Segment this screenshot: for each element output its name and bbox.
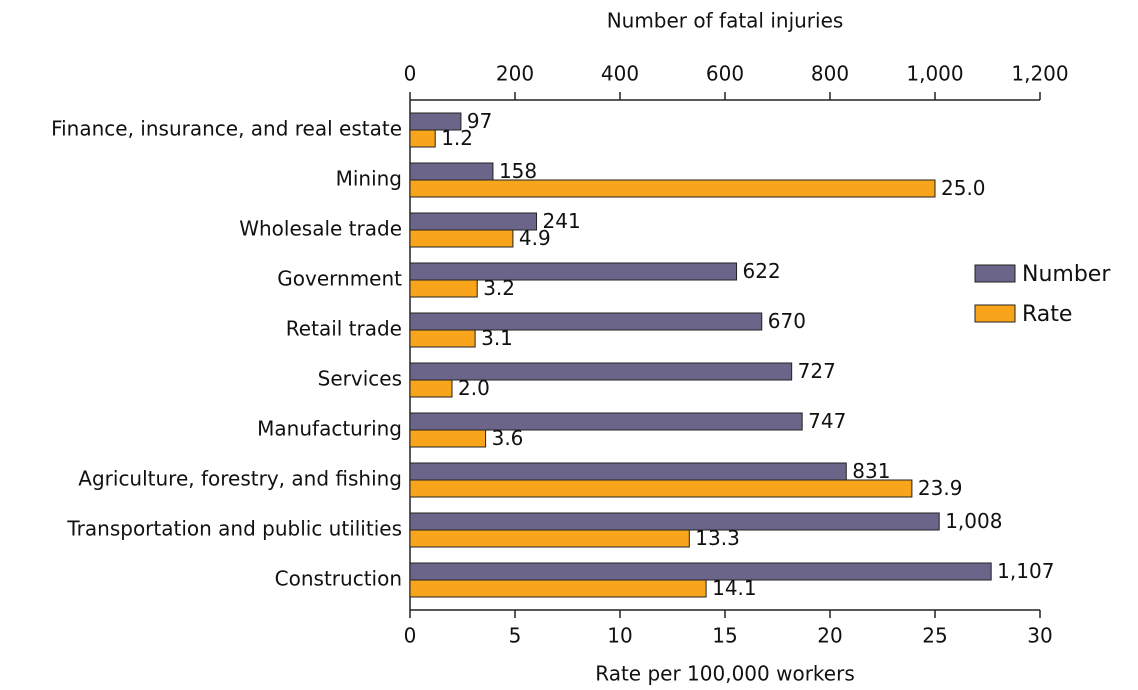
bar bbox=[409, 162, 494, 181]
value-label: 747 bbox=[808, 409, 846, 433]
x2-tick-label: 800 bbox=[811, 62, 849, 86]
value-label: 241 bbox=[543, 209, 581, 233]
bar bbox=[409, 179, 936, 198]
bar bbox=[409, 312, 763, 331]
bar bbox=[409, 579, 707, 598]
x2-tick-label: 1,200 bbox=[1011, 62, 1068, 86]
x2-tick-label: 400 bbox=[601, 62, 639, 86]
x2-tick-label: 0 bbox=[404, 62, 417, 86]
value-label: 23.9 bbox=[918, 476, 963, 500]
value-label: 2.0 bbox=[458, 376, 490, 400]
value-label: 831 bbox=[852, 459, 890, 483]
y-tick-label: Finance, insurance, and real estate bbox=[51, 117, 402, 141]
bar bbox=[409, 462, 847, 481]
x-axis-title: Rate per 100,000 workers bbox=[595, 662, 855, 686]
y-tick-label: Agriculture, forestry, and fishing bbox=[78, 467, 402, 491]
value-label: 97 bbox=[467, 109, 492, 133]
legend-swatch bbox=[974, 264, 1016, 283]
value-label: 727 bbox=[798, 359, 836, 383]
x-tick-label: 30 bbox=[1027, 624, 1052, 648]
y-tick-label: Manufacturing bbox=[257, 417, 402, 441]
value-label: 158 bbox=[499, 159, 537, 183]
value-label: 1.2 bbox=[441, 126, 473, 150]
y-tick-label: Construction bbox=[275, 567, 402, 591]
y-tick-label: Services bbox=[318, 367, 402, 391]
bar bbox=[409, 412, 803, 431]
bar bbox=[409, 279, 478, 298]
y-tick-label: Mining bbox=[336, 167, 402, 191]
x2-tick-label: 600 bbox=[706, 62, 744, 86]
bar bbox=[409, 379, 453, 398]
value-label: 3.6 bbox=[492, 426, 524, 450]
x2-tick-label: 1,000 bbox=[906, 62, 963, 86]
x2-tick-label: 200 bbox=[496, 62, 534, 86]
value-label: 3.2 bbox=[483, 276, 515, 300]
bar bbox=[409, 529, 690, 548]
bar bbox=[409, 362, 793, 381]
bar bbox=[409, 512, 940, 531]
value-label: 1,008 bbox=[945, 509, 1002, 533]
bar bbox=[409, 262, 738, 281]
bar bbox=[409, 562, 992, 581]
x-tick-label: 10 bbox=[607, 624, 632, 648]
value-label: 1,107 bbox=[997, 559, 1054, 583]
bar bbox=[409, 229, 514, 248]
value-label: 670 bbox=[768, 309, 806, 333]
value-label: 13.3 bbox=[695, 526, 740, 550]
bar bbox=[409, 212, 538, 231]
x-tick-label: 0 bbox=[404, 624, 417, 648]
x-tick-label: 15 bbox=[712, 624, 737, 648]
y-tick-label: Transportation and public utilities bbox=[66, 517, 402, 541]
bar bbox=[409, 329, 476, 348]
bar bbox=[409, 479, 913, 498]
y-tick-label: Retail trade bbox=[286, 317, 402, 341]
bar bbox=[409, 129, 436, 148]
y-tick-label: Wholesale trade bbox=[239, 217, 402, 241]
x-tick-label: 20 bbox=[817, 624, 842, 648]
y-tick-label: Government bbox=[277, 267, 402, 291]
value-label: 622 bbox=[743, 259, 781, 283]
value-label: 14.1 bbox=[712, 576, 757, 600]
x-tick-label: 5 bbox=[509, 624, 522, 648]
value-label: 3.1 bbox=[481, 326, 513, 350]
value-label: 4.9 bbox=[519, 226, 551, 250]
value-label: 25.0 bbox=[941, 176, 986, 200]
legend-swatch bbox=[974, 304, 1016, 323]
legend-label: Rate bbox=[1022, 302, 1072, 327]
x2-axis-title: Number of fatal injuries bbox=[607, 9, 844, 33]
bar bbox=[409, 429, 487, 448]
x-tick-label: 25 bbox=[922, 624, 947, 648]
legend-label: Number bbox=[1022, 262, 1111, 287]
